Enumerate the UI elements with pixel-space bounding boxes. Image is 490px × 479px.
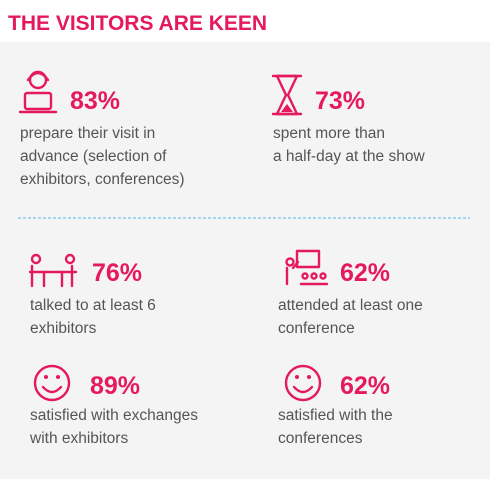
title: THE VISITORS ARE KEEN: [8, 12, 267, 35]
icon-meeting: [28, 253, 78, 288]
stat-description: satisfied with exchanges: [30, 407, 198, 424]
stat-value: 83%: [70, 87, 120, 115]
icon-presentation: [285, 249, 329, 286]
stat-description: satisfied with the: [278, 407, 393, 424]
stat-description: spent more than: [273, 125, 385, 142]
stat-description: with exhibitors: [29, 430, 128, 447]
stat-description: advance (selection of: [20, 148, 167, 165]
stat-description: a half-day at the show: [273, 148, 425, 165]
stat-description: exhibitors: [30, 320, 97, 337]
stat-description: conference: [278, 320, 355, 337]
stat-description: attended at least one: [278, 297, 423, 314]
panel: [0, 42, 490, 479]
stat-value: 62%: [340, 259, 390, 287]
stat-value: 89%: [90, 372, 140, 400]
icon-smiley: [284, 364, 322, 402]
stat-value: 62%: [340, 372, 390, 400]
stat-description: exhibitors, conferences): [20, 171, 185, 188]
stat-value: 76%: [92, 259, 142, 287]
stat-description: conferences: [278, 430, 363, 447]
icon-laptop: [18, 70, 58, 114]
stat-value: 73%: [315, 87, 365, 115]
icon-smiley: [33, 364, 71, 402]
stat-description: prepare their visit in: [20, 125, 155, 142]
icon-hourglass: [271, 74, 303, 116]
stat-description: talked to at least 6: [30, 297, 156, 314]
